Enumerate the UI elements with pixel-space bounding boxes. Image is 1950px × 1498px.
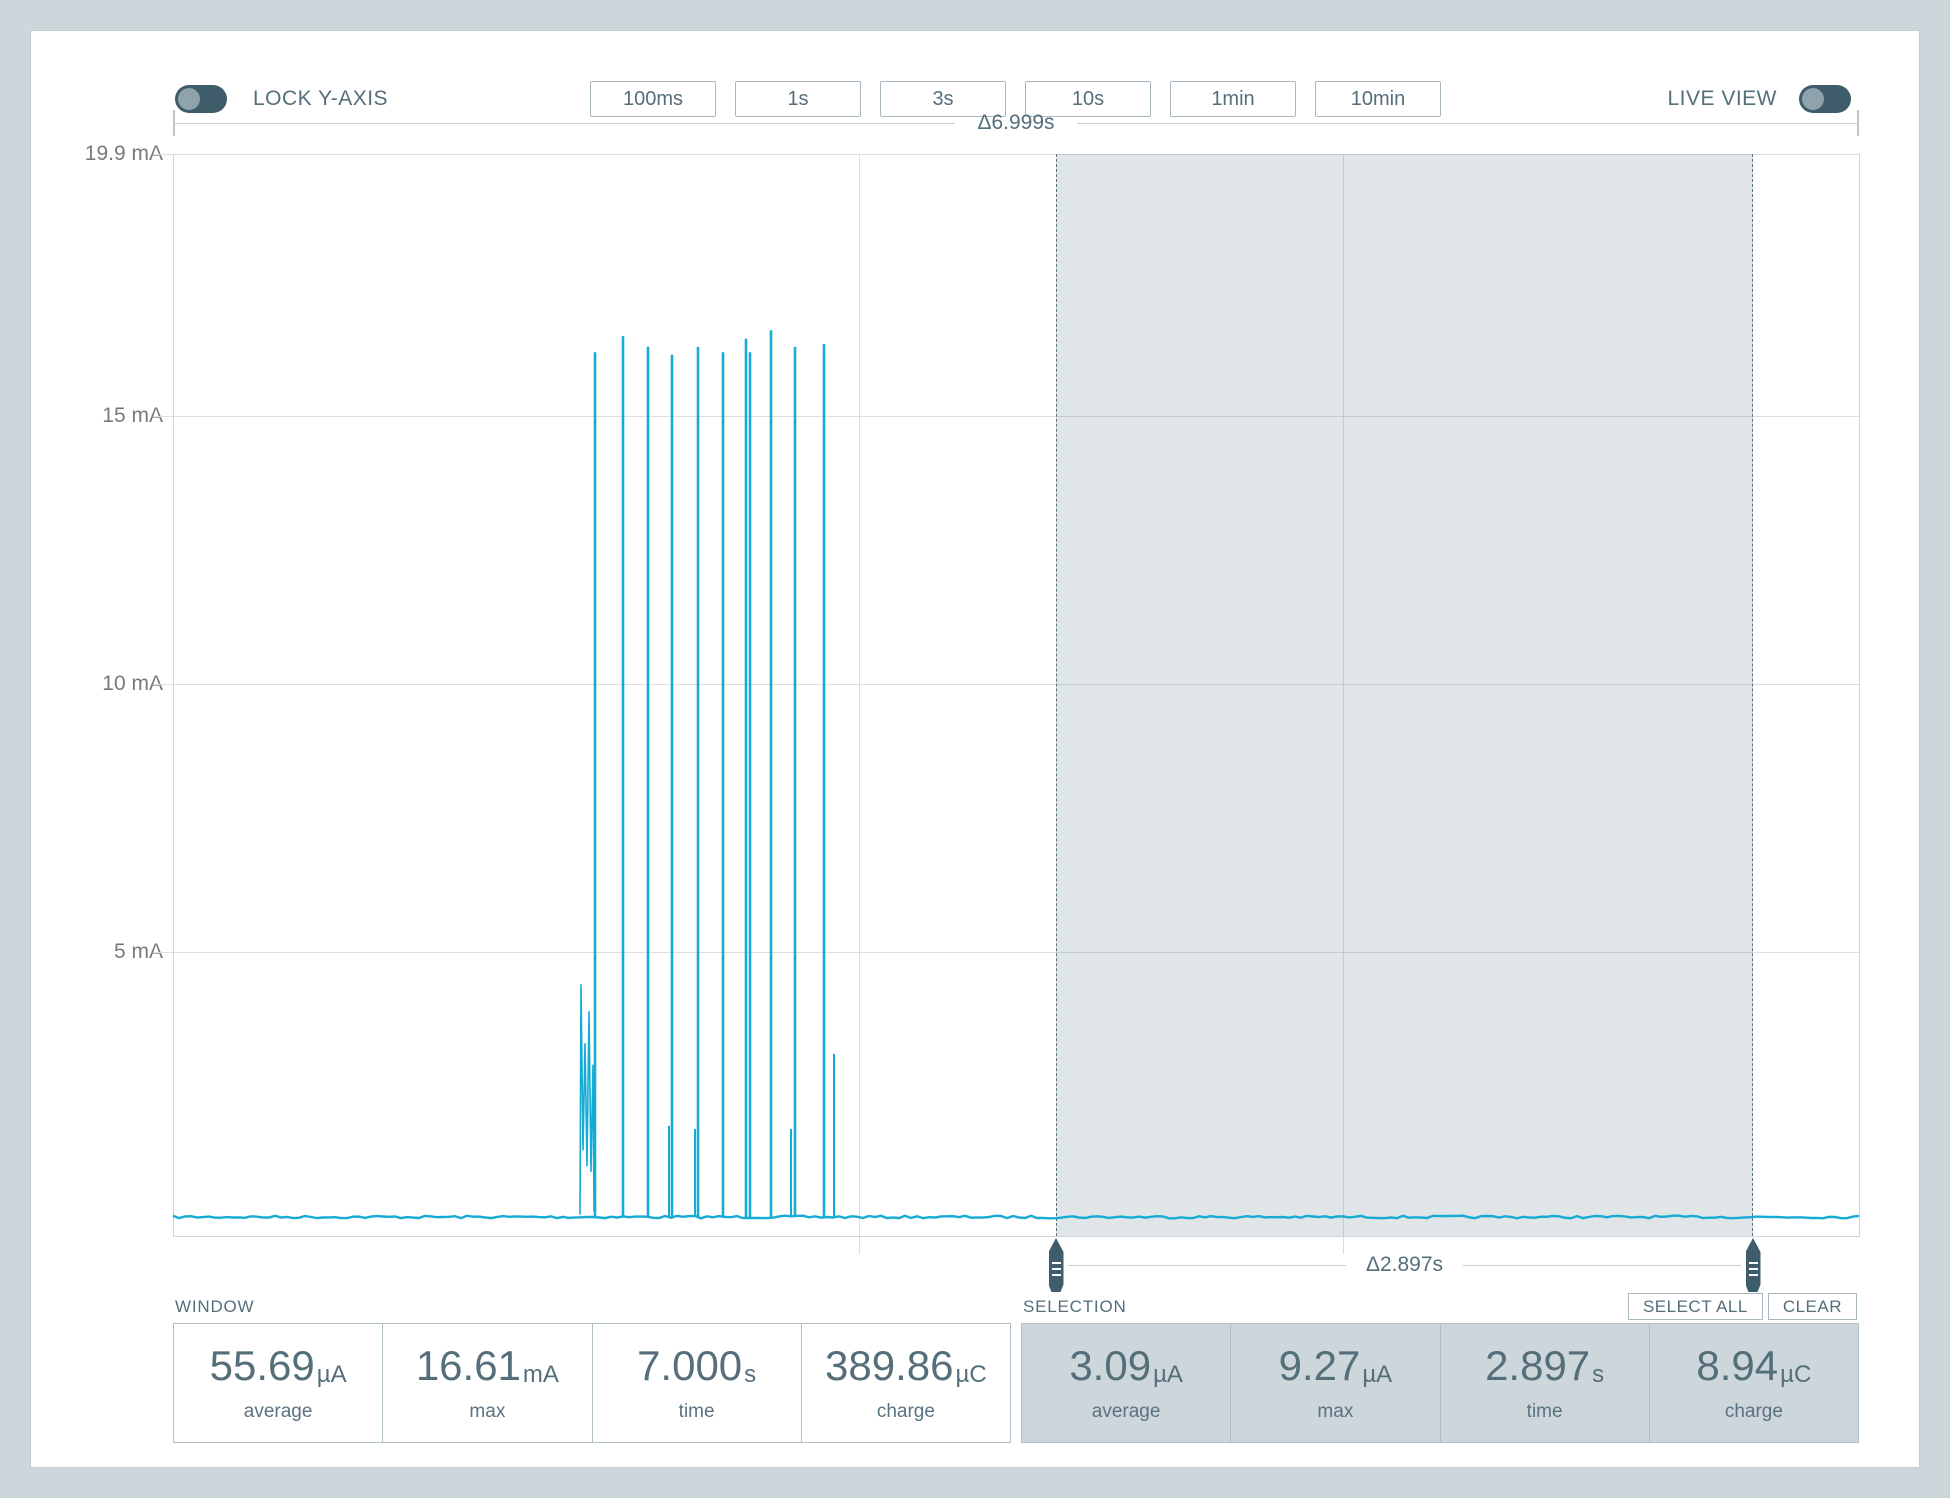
stat-unit: s <box>744 1360 757 1388</box>
y-tick-label: 15 mA <box>102 404 163 428</box>
current-trace <box>172 330 1859 1220</box>
selection-actions: SELECT ALL CLEAR <box>1627 1293 1857 1320</box>
stat-cell-average: 3.09µA average <box>1022 1324 1232 1442</box>
current-chart[interactable]: Δ2.897s <box>153 154 1860 1304</box>
stat-label: max <box>1317 1400 1354 1422</box>
stat-value: 55.69µA <box>209 1341 347 1389</box>
stat-unit: µC <box>955 1360 987 1388</box>
stat-label: average <box>243 1400 313 1422</box>
window-stats-panel: 55.69µA average 16.61mA max 7.000s time 389.86… <box>173 1323 1011 1443</box>
stat-label: average <box>1091 1400 1161 1422</box>
selection-delta-bracket: Δ2.897s <box>1068 1253 1741 1276</box>
selection-left-handle[interactable] <box>1048 1238 1064 1292</box>
toggle-knob <box>1802 88 1824 110</box>
bracket-line <box>1068 1264 1346 1266</box>
stat-cell-time: 2.897s time <box>1441 1324 1650 1442</box>
stat-unit: mA <box>522 1360 559 1388</box>
grip-line <box>1748 1274 1758 1276</box>
clear-button[interactable]: CLEAR <box>1767 1293 1857 1320</box>
window-delta-label: Δ6.999s <box>977 111 1055 134</box>
x-axis-line <box>173 1236 1860 1237</box>
v-gridline <box>859 154 860 1254</box>
stat-label: time <box>678 1400 715 1422</box>
stat-value: 8.94µC <box>1696 1341 1812 1389</box>
stat-cell-charge: 389.86µC charge <box>802 1324 1010 1442</box>
y-tick-label: 5 mA <box>113 940 163 964</box>
selection-panel-title: SELECTION <box>1023 1297 1127 1316</box>
stat-unit: µA <box>1153 1360 1183 1388</box>
stat-label: max <box>469 1400 506 1422</box>
bracket-line <box>1463 1264 1741 1266</box>
lock-y-axis-toggle[interactable] <box>175 85 227 113</box>
range-button-1s[interactable]: 1s <box>735 81 861 117</box>
select-all-button[interactable]: SELECT ALL <box>1627 1293 1763 1320</box>
stat-value: 3.09µA <box>1069 1341 1183 1389</box>
h-gridline <box>153 684 1859 686</box>
stat-cell-max: 9.27µA max <box>1231 1324 1441 1442</box>
h-gridline <box>153 154 1859 155</box>
grip-line <box>1748 1262 1758 1264</box>
bracket-line <box>1076 122 1857 124</box>
y-tick-label: 10 mA <box>102 672 163 696</box>
selection-stats-panel: 3.09µA average 9.27µA max 2.897s time 8.94µC ch… <box>1021 1323 1859 1443</box>
toggle-knob <box>178 88 200 110</box>
stat-unit: s <box>1592 1360 1605 1388</box>
live-view-toggle[interactable] <box>1799 85 1851 113</box>
live-view-label: LIVE VIEW <box>1667 87 1777 110</box>
grip-line <box>1051 1268 1061 1270</box>
stat-value: 2.897s <box>1485 1341 1605 1389</box>
range-button-100ms[interactable]: 100ms <box>590 81 716 117</box>
y-tick-label: 19.9 mA <box>84 142 163 165</box>
bracket-right-tick <box>1857 110 1859 136</box>
bracket-line <box>175 122 956 124</box>
h-gridline <box>153 952 1859 954</box>
window-panel-title: WINDOW <box>175 1297 255 1316</box>
stat-cell-time: 7.000s time <box>593 1324 802 1442</box>
stat-value: 7.000s <box>637 1341 757 1389</box>
time-range-buttons: 100ms 1s 3s 10s 1min 10min <box>590 81 1441 117</box>
stat-cell-average: 55.69µA average <box>174 1324 384 1442</box>
stat-value: 9.27µA <box>1278 1341 1393 1389</box>
stat-value: 389.86µC <box>825 1341 987 1389</box>
stat-cell-max: 16.61mA max <box>383 1324 593 1442</box>
selection-delta-label: Δ2.897s <box>1365 1253 1444 1276</box>
selection-right-handle[interactable] <box>1745 1238 1761 1292</box>
y-axis-line <box>173 154 174 1236</box>
stat-label: charge <box>876 1400 935 1422</box>
range-button-10s[interactable]: 10s <box>1025 81 1151 117</box>
grip-line <box>1748 1268 1758 1270</box>
selection-region[interactable] <box>1056 154 1753 1236</box>
chart-right-border <box>1859 154 1860 1236</box>
stat-unit: µA <box>1362 1360 1393 1388</box>
range-button-3s[interactable]: 3s <box>880 81 1006 117</box>
range-button-10min[interactable]: 10min <box>1315 81 1441 117</box>
stat-unit: µA <box>316 1360 347 1388</box>
bracket-left-tick <box>173 110 175 136</box>
stat-label: time <box>1526 1400 1563 1422</box>
h-gridline <box>153 416 1859 418</box>
stat-cell-charge: 8.94µC charge <box>1650 1324 1858 1442</box>
live-view-group: LIVE VIEW <box>1667 85 1851 113</box>
range-button-1min[interactable]: 1min <box>1170 81 1296 117</box>
grip-line <box>1051 1262 1061 1264</box>
window-delta-bracket: Δ6.999s <box>173 109 1859 137</box>
lock-y-axis-group: LOCK Y-AXIS <box>175 85 388 113</box>
grip-line <box>1051 1274 1061 1276</box>
v-gridline <box>1343 154 1344 1254</box>
stat-value: 16.61mA <box>415 1341 559 1389</box>
stat-label: charge <box>1724 1400 1783 1422</box>
lock-y-axis-label: LOCK Y-AXIS <box>253 87 389 110</box>
stat-unit: µC <box>1780 1360 1812 1388</box>
app-card: LOCK Y-AXIS 100ms 1s 3s 10s 1min 10min LIVE V… <box>30 30 1920 1468</box>
